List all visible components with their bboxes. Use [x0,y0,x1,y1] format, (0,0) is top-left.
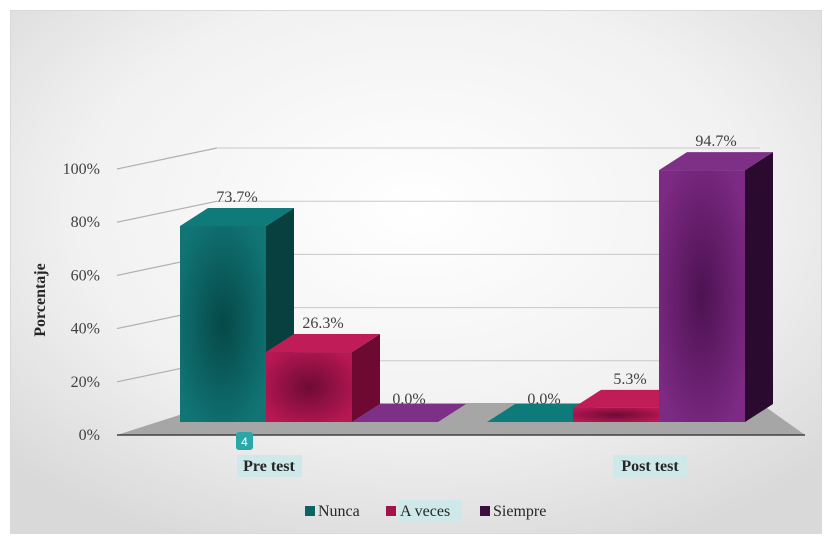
category-label-post-test: Post test [621,458,679,475]
legend-swatch-a-veces [386,506,396,516]
legend-swatch-nunca [305,506,315,516]
bar-a-veces-pre-test [266,334,380,422]
data-labels: 73.7% 26.3% 0.0% 0.0% 5.3% 94.7% [216,133,736,408]
y-axis-title: Porcentaje [32,263,49,336]
y-tick-label: 80% [71,214,100,231]
legend-swatch-siempre [480,506,490,516]
bar-siempre-post-test-front [659,170,745,422]
bars [180,152,773,422]
data-label-siempre-post-test: 94.7% [695,133,736,150]
annotation-badge: 4 [236,432,253,450]
badge-box [236,432,253,450]
bar-a-veces-pre-test-side [352,334,380,422]
legend-label-nunca: Nunca [318,503,360,520]
badge-number: 4 [241,435,248,449]
bar-nunca-pre-test-top [180,207,294,226]
y-tick-label: 60% [71,267,100,284]
legend-highlight-a-veces [398,500,462,522]
bar-a-veces-pre-test-top [266,334,380,353]
chart-frame [10,10,822,534]
bar-siempre-post-test-side [745,152,773,422]
bar-siempre-post-test [659,152,773,422]
category-highlight-pre [237,455,302,477]
bar-siempre-pre-test [352,404,466,422]
bar-siempre-pre-test-top [352,404,466,422]
bar-a-veces-post-test-front [573,407,659,422]
legend-label-a-veces: A veces [400,503,450,520]
y-axis-ticks: 0% 20% 40% 60% 80% 100% [63,161,100,444]
bar-a-veces-post-test-top [573,389,687,408]
bar-nunca-pre-test-front [180,225,266,422]
gridline-diagonal [116,147,218,170]
data-label-nunca-post-test: 0.0% [527,391,560,408]
bar-nunca-post-test-top [487,404,601,422]
data-label-a-veces-post-test: 5.3% [613,371,646,388]
bar-siempre-post-test-top [659,152,773,171]
y-tick-label: 20% [71,374,100,391]
data-label-a-veces-pre-test: 26.3% [302,315,343,332]
data-label-nunca-pre-test: 73.7% [216,189,257,206]
data-label-siempre-pre-test: 0.0% [392,391,425,408]
gridline-diagonal [116,200,218,223]
legend-label-siempre: Siempre [493,503,546,520]
y-tick-label: 100% [63,161,100,178]
y-tick-label: 40% [71,321,100,338]
bar-a-veces-pre-test-front [266,352,352,422]
category-label-pre-test: Pre test [243,458,295,475]
category-highlight-post [613,455,687,477]
bar-nunca-post-test [487,404,601,422]
y-tick-label: 0% [79,427,100,444]
legend: Nunca A veces Siempre [305,500,546,522]
